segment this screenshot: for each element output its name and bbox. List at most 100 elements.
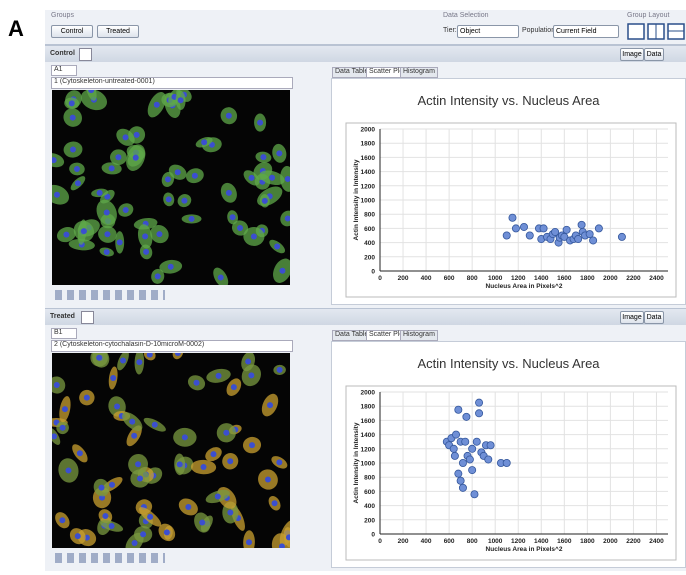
nucleus bbox=[134, 132, 140, 138]
cell-image bbox=[52, 353, 290, 548]
y-tick-label: 1600 bbox=[361, 418, 376, 425]
nucleus bbox=[97, 190, 103, 196]
data-point bbox=[475, 399, 482, 406]
nucleus bbox=[269, 175, 275, 181]
nucleus bbox=[262, 198, 268, 204]
nucleus bbox=[181, 198, 187, 204]
nucleus bbox=[147, 514, 153, 520]
nucleus bbox=[96, 355, 102, 361]
nucleus bbox=[178, 97, 184, 103]
view-button[interactable]: Image bbox=[620, 48, 644, 61]
nucleus bbox=[276, 150, 282, 156]
nucleus bbox=[62, 406, 68, 412]
nucleus bbox=[164, 529, 170, 535]
data-point bbox=[590, 237, 597, 244]
y-tick-label: 600 bbox=[364, 489, 375, 496]
scatter-chart: Actin Intensity vs. Nucleus Area02004006… bbox=[331, 78, 686, 305]
x-tick-label: 1400 bbox=[534, 275, 549, 282]
x-tick-label: 1000 bbox=[488, 538, 503, 545]
data-point bbox=[450, 445, 457, 452]
cell-image bbox=[52, 90, 290, 285]
x-tick-label: 400 bbox=[421, 275, 432, 282]
nucleus bbox=[265, 477, 271, 483]
nucleus bbox=[245, 359, 251, 365]
y-tick-label: 800 bbox=[364, 212, 375, 219]
nucleus bbox=[102, 513, 108, 519]
groups-label: Groups bbox=[51, 12, 74, 19]
panel-name: Control bbox=[50, 50, 75, 57]
y-tick-label: 1600 bbox=[361, 155, 376, 162]
population-select[interactable]: Current Field bbox=[553, 25, 619, 38]
y-tick-label: 2000 bbox=[361, 390, 376, 397]
view-button[interactable]: Image bbox=[620, 311, 644, 324]
data-point bbox=[563, 226, 570, 233]
view-button[interactable]: Data bbox=[644, 311, 664, 324]
panel-checkbox[interactable] bbox=[81, 311, 94, 324]
x-tick-label: 800 bbox=[467, 275, 478, 282]
well-tab[interactable]: A1 bbox=[51, 65, 77, 76]
nucleus bbox=[117, 239, 123, 245]
nucleus bbox=[81, 228, 87, 234]
data-selection-label: Data Selection bbox=[443, 12, 489, 19]
data-point bbox=[463, 413, 470, 420]
data-point bbox=[475, 410, 482, 417]
y-tick-label: 1400 bbox=[361, 169, 376, 176]
panel-header: TreatedImageData bbox=[45, 309, 686, 325]
data-point bbox=[575, 235, 582, 242]
nucleus bbox=[230, 214, 236, 220]
x-tick-label: 1600 bbox=[557, 275, 572, 282]
x-tick-label: 200 bbox=[398, 538, 409, 545]
panel-checkbox[interactable] bbox=[79, 48, 92, 61]
data-point bbox=[595, 225, 602, 232]
panel-label: A bbox=[8, 16, 24, 42]
nucleus bbox=[131, 433, 137, 439]
nucleus bbox=[276, 459, 282, 465]
x-tick-label: 1200 bbox=[511, 538, 526, 545]
x-tick-label: 0 bbox=[378, 275, 382, 282]
data-point bbox=[462, 438, 469, 445]
nucleus bbox=[182, 434, 188, 440]
chart-title: Actin Intensity vs. Nucleus Area bbox=[417, 93, 600, 108]
y-tick-label: 0 bbox=[371, 532, 375, 539]
view-button[interactable]: Data bbox=[644, 48, 664, 61]
nucleus bbox=[129, 419, 135, 425]
image-tools[interactable] bbox=[55, 553, 165, 563]
nucleus bbox=[75, 533, 81, 539]
chart-tab[interactable]: Histogram bbox=[400, 330, 438, 341]
y-tick-label: 400 bbox=[364, 503, 375, 510]
nucleus bbox=[142, 233, 148, 239]
y-tick-label: 1400 bbox=[361, 432, 376, 439]
nucleus bbox=[154, 102, 160, 108]
nucleus bbox=[109, 165, 115, 171]
chart-tab[interactable]: Histogram bbox=[400, 67, 438, 78]
nucleus bbox=[135, 461, 141, 467]
well-tab[interactable]: B1 bbox=[51, 328, 77, 339]
nucleus bbox=[152, 422, 158, 428]
x-tick-label: 2400 bbox=[649, 275, 664, 282]
nucleus bbox=[215, 493, 221, 499]
population-label: Population: bbox=[522, 27, 557, 34]
x-tick-label: 2400 bbox=[649, 538, 664, 545]
data-point bbox=[457, 477, 464, 484]
nucleus bbox=[69, 100, 75, 106]
nucleus bbox=[274, 244, 280, 250]
nucleus bbox=[123, 207, 129, 213]
tier-select[interactable]: Object bbox=[457, 25, 519, 38]
group-panel: TreatedImageDataB12 (Cytoskeleton-cytoch… bbox=[45, 308, 686, 571]
group-button[interactable]: Treated bbox=[97, 25, 139, 38]
nucleus bbox=[177, 461, 183, 467]
nucleus bbox=[70, 147, 76, 153]
x-tick-label: 800 bbox=[467, 538, 478, 545]
y-tick-label: 0 bbox=[371, 269, 375, 276]
nucleus bbox=[156, 231, 162, 237]
image-tools[interactable] bbox=[55, 290, 165, 300]
nucleus bbox=[257, 120, 263, 126]
group-button[interactable]: Control bbox=[51, 25, 93, 38]
x-axis-label: Nucleus Area in Pixels^2 bbox=[486, 282, 563, 290]
layout-icons[interactable] bbox=[627, 22, 686, 42]
nucleus bbox=[201, 464, 207, 470]
y-tick-label: 800 bbox=[364, 475, 375, 482]
scatter-chart: Actin Intensity vs. Nucleus Area02004006… bbox=[331, 341, 686, 568]
y-tick-label: 1200 bbox=[361, 446, 376, 453]
